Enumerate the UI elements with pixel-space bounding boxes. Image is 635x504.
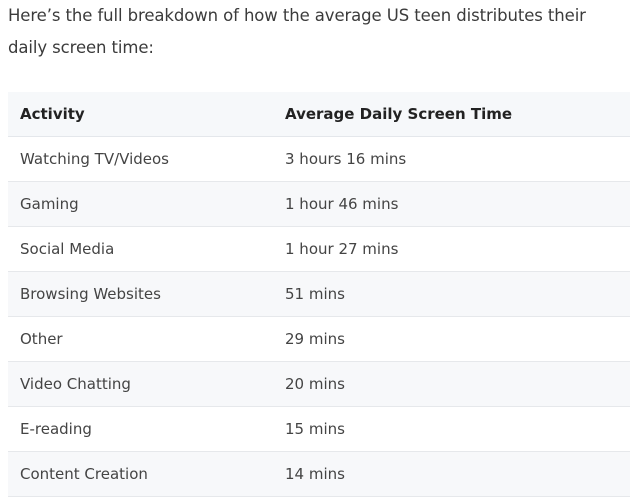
screen-time-table: Activity Average Daily Screen Time Watch… bbox=[8, 92, 630, 497]
header-average-daily-screen-time: Average Daily Screen Time bbox=[273, 92, 630, 137]
table-row: Watching TV/Videos 3 hours 16 mins bbox=[8, 136, 630, 181]
time-cell: 1 hour 27 mins bbox=[285, 239, 399, 258]
table-row: Browsing Websites 51 mins bbox=[8, 271, 630, 316]
activity-cell: Other bbox=[20, 329, 63, 348]
activity-cell: Watching TV/Videos bbox=[20, 149, 169, 168]
activity-cell: Content Creation bbox=[20, 464, 148, 483]
time-cell: 29 mins bbox=[285, 329, 345, 348]
activity-cell: Browsing Websites bbox=[20, 284, 161, 303]
table-row: Content Creation 14 mins bbox=[8, 451, 630, 496]
table-row: Social Media 1 hour 27 mins bbox=[8, 226, 630, 271]
time-cell: 1 hour 46 mins bbox=[285, 194, 399, 213]
time-cell: 3 hours 16 mins bbox=[285, 149, 407, 168]
activity-cell: Social Media bbox=[20, 239, 115, 258]
header-activity: Activity bbox=[8, 92, 273, 137]
time-cell: 15 mins bbox=[285, 419, 345, 438]
screen-time-table-container: Activity Average Daily Screen Time Watch… bbox=[8, 92, 630, 497]
time-cell: 20 mins bbox=[285, 374, 345, 393]
time-cell: 51 mins bbox=[285, 284, 345, 303]
activity-cell: Gaming bbox=[20, 194, 79, 213]
activity-cell: E-reading bbox=[20, 419, 92, 438]
table-row: Gaming 1 hour 46 mins bbox=[8, 181, 630, 226]
activity-cell: Video Chatting bbox=[20, 374, 131, 393]
intro-paragraph: Here’s the full breakdown of how the ave… bbox=[8, 6, 586, 57]
table-row: Video Chatting 20 mins bbox=[8, 361, 630, 406]
table-row: E-reading 15 mins bbox=[8, 406, 630, 451]
table-row: Other 29 mins bbox=[8, 316, 630, 361]
time-cell: 14 mins bbox=[285, 464, 345, 483]
table-header-row: Activity Average Daily Screen Time bbox=[8, 92, 630, 137]
